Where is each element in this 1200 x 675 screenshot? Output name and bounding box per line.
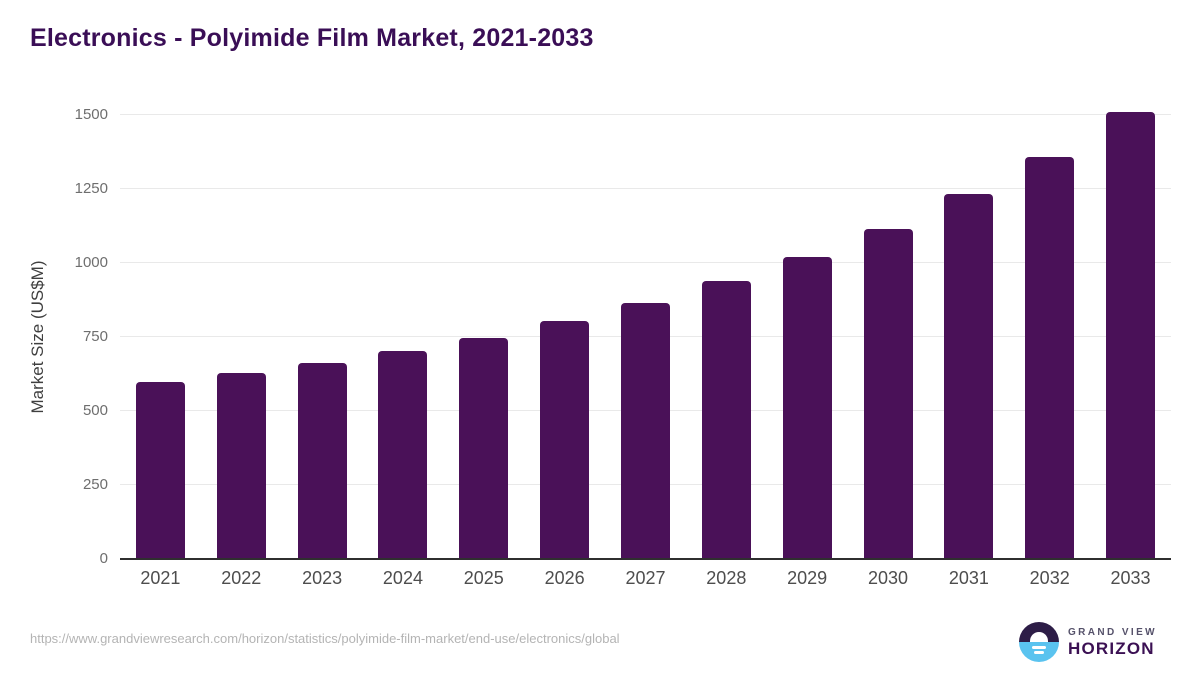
chart-title: Electronics - Polyimide Film Market, 202… bbox=[30, 24, 594, 52]
x-tick-label: 2022 bbox=[221, 568, 262, 588]
bar-2029 bbox=[782, 256, 832, 559]
x-tick-label: 2031 bbox=[948, 568, 989, 588]
x-tick-label: 2021 bbox=[140, 568, 181, 588]
y-tick-label: 1500 bbox=[74, 106, 108, 123]
grand-view-horizon-logo: GRAND VIEW HORIZON bbox=[1019, 622, 1157, 662]
bar-slot bbox=[767, 115, 848, 559]
bar-2026 bbox=[540, 321, 590, 559]
source-url: https://www.grandviewresearch.com/horizo… bbox=[30, 631, 620, 646]
bar-2028 bbox=[701, 280, 751, 559]
brand-name-top: GRAND VIEW bbox=[1068, 627, 1157, 638]
y-axis-tick-labels: 0 250 500 750 1000 1250 1500 bbox=[0, 106, 108, 567]
bar-2027 bbox=[620, 302, 670, 559]
bar-slot bbox=[605, 115, 686, 559]
y-tick-label: 250 bbox=[82, 476, 108, 494]
bar-2022 bbox=[216, 372, 266, 559]
bar-2023 bbox=[297, 363, 347, 559]
x-tick-label: 2025 bbox=[463, 568, 504, 588]
brand-name-bottom: HORIZON bbox=[1068, 639, 1155, 658]
x-tick-label: 2032 bbox=[1029, 568, 1070, 588]
bar-2032 bbox=[1025, 156, 1075, 559]
x-axis-tick-labels: 2021 2022 2023 2024 2025 2026 2027 2028 2029 2030… bbox=[120, 568, 1171, 589]
y-tick-label: 750 bbox=[82, 328, 108, 345]
logo-text: GRAND VIEW HORIZON bbox=[1068, 626, 1157, 658]
gridline bbox=[120, 188, 1171, 189]
bar-slot bbox=[928, 115, 1009, 559]
gridline bbox=[120, 262, 1171, 264]
bar-slot bbox=[1009, 115, 1090, 559]
x-tick-label: 2028 bbox=[706, 568, 747, 588]
bar-slot bbox=[686, 115, 767, 559]
bar-slot bbox=[848, 115, 929, 559]
bar-slot bbox=[363, 115, 444, 559]
bar-slot bbox=[282, 115, 363, 559]
bar-2031 bbox=[944, 194, 994, 559]
x-tick-label: 2033 bbox=[1110, 568, 1151, 588]
bar-slot bbox=[120, 115, 201, 559]
y-tick-label: 500 bbox=[82, 402, 108, 420]
x-tick-label: 2029 bbox=[787, 568, 828, 588]
y-tick-label: 1000 bbox=[74, 254, 108, 272]
bar-2033 bbox=[1106, 112, 1156, 559]
x-tick-label: 2027 bbox=[625, 568, 666, 588]
y-tick-label: 0 bbox=[99, 550, 108, 567]
bar-2030 bbox=[863, 228, 913, 559]
plot-area bbox=[120, 112, 1171, 560]
x-axis-line bbox=[120, 558, 1171, 560]
x-tick-label: 2024 bbox=[382, 568, 423, 588]
bar-slot bbox=[1090, 112, 1171, 559]
x-tick-label: 2026 bbox=[544, 568, 585, 588]
y-tick-label: 1250 bbox=[74, 180, 108, 197]
bar-slot bbox=[201, 115, 282, 559]
bar-2021 bbox=[135, 382, 185, 559]
bar-2024 bbox=[378, 351, 428, 559]
x-tick-label: 2030 bbox=[867, 568, 909, 588]
horizon-sun-icon bbox=[1019, 622, 1059, 662]
x-tick-label: 2023 bbox=[302, 568, 343, 588]
bar-2025 bbox=[459, 337, 509, 559]
bar-slot bbox=[443, 115, 524, 559]
bar-slot bbox=[524, 115, 605, 559]
gridline bbox=[120, 114, 1171, 115]
bar-series bbox=[120, 112, 1171, 559]
